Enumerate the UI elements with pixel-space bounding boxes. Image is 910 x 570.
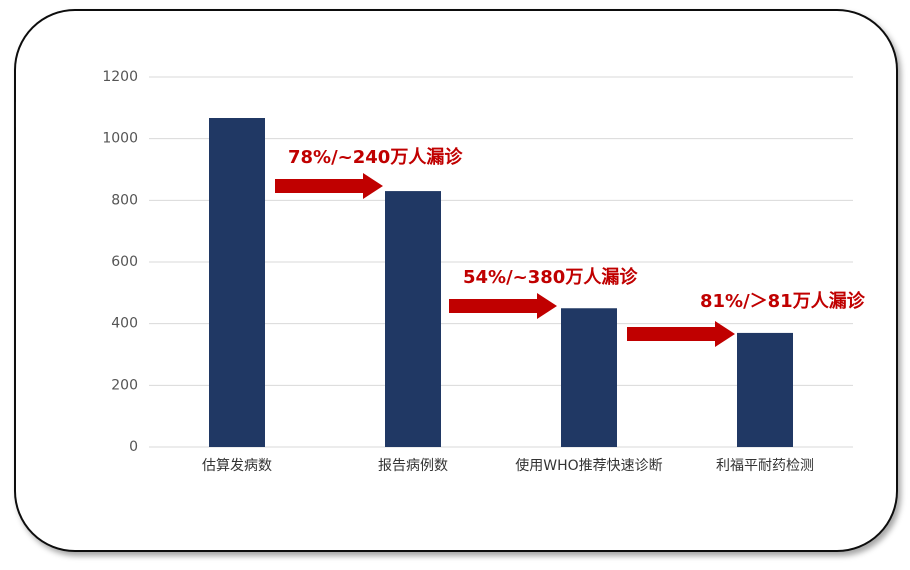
arrow <box>449 293 557 319</box>
x-tick-label: 报告病例数 <box>378 458 448 474</box>
y-tick-label: 1000 <box>102 131 138 147</box>
annotation: 78%/~240万人漏诊 <box>288 146 463 168</box>
bar <box>385 191 441 447</box>
x-tick-label: 利福平耐药检测 <box>716 458 814 474</box>
y-tick-label: 600 <box>111 254 138 270</box>
y-tick-label: 0 <box>129 439 138 455</box>
bar <box>209 118 265 447</box>
y-tick-label: 800 <box>111 192 138 208</box>
bar <box>561 308 617 447</box>
y-tick-label: 200 <box>111 377 138 393</box>
x-tick-label: 使用WHO推荐快速诊断 <box>515 457 662 474</box>
annotation: 54%/~380万人漏诊 <box>463 266 638 288</box>
arrow <box>275 173 383 199</box>
bar <box>737 332 793 447</box>
arrow <box>627 321 735 347</box>
x-tick-label: 估算发病数 <box>202 458 272 474</box>
annotation: 81%/＞81万人漏诊 <box>700 290 866 312</box>
y-tick-label: 400 <box>111 316 138 332</box>
y-tick-label: 1200 <box>102 69 138 85</box>
